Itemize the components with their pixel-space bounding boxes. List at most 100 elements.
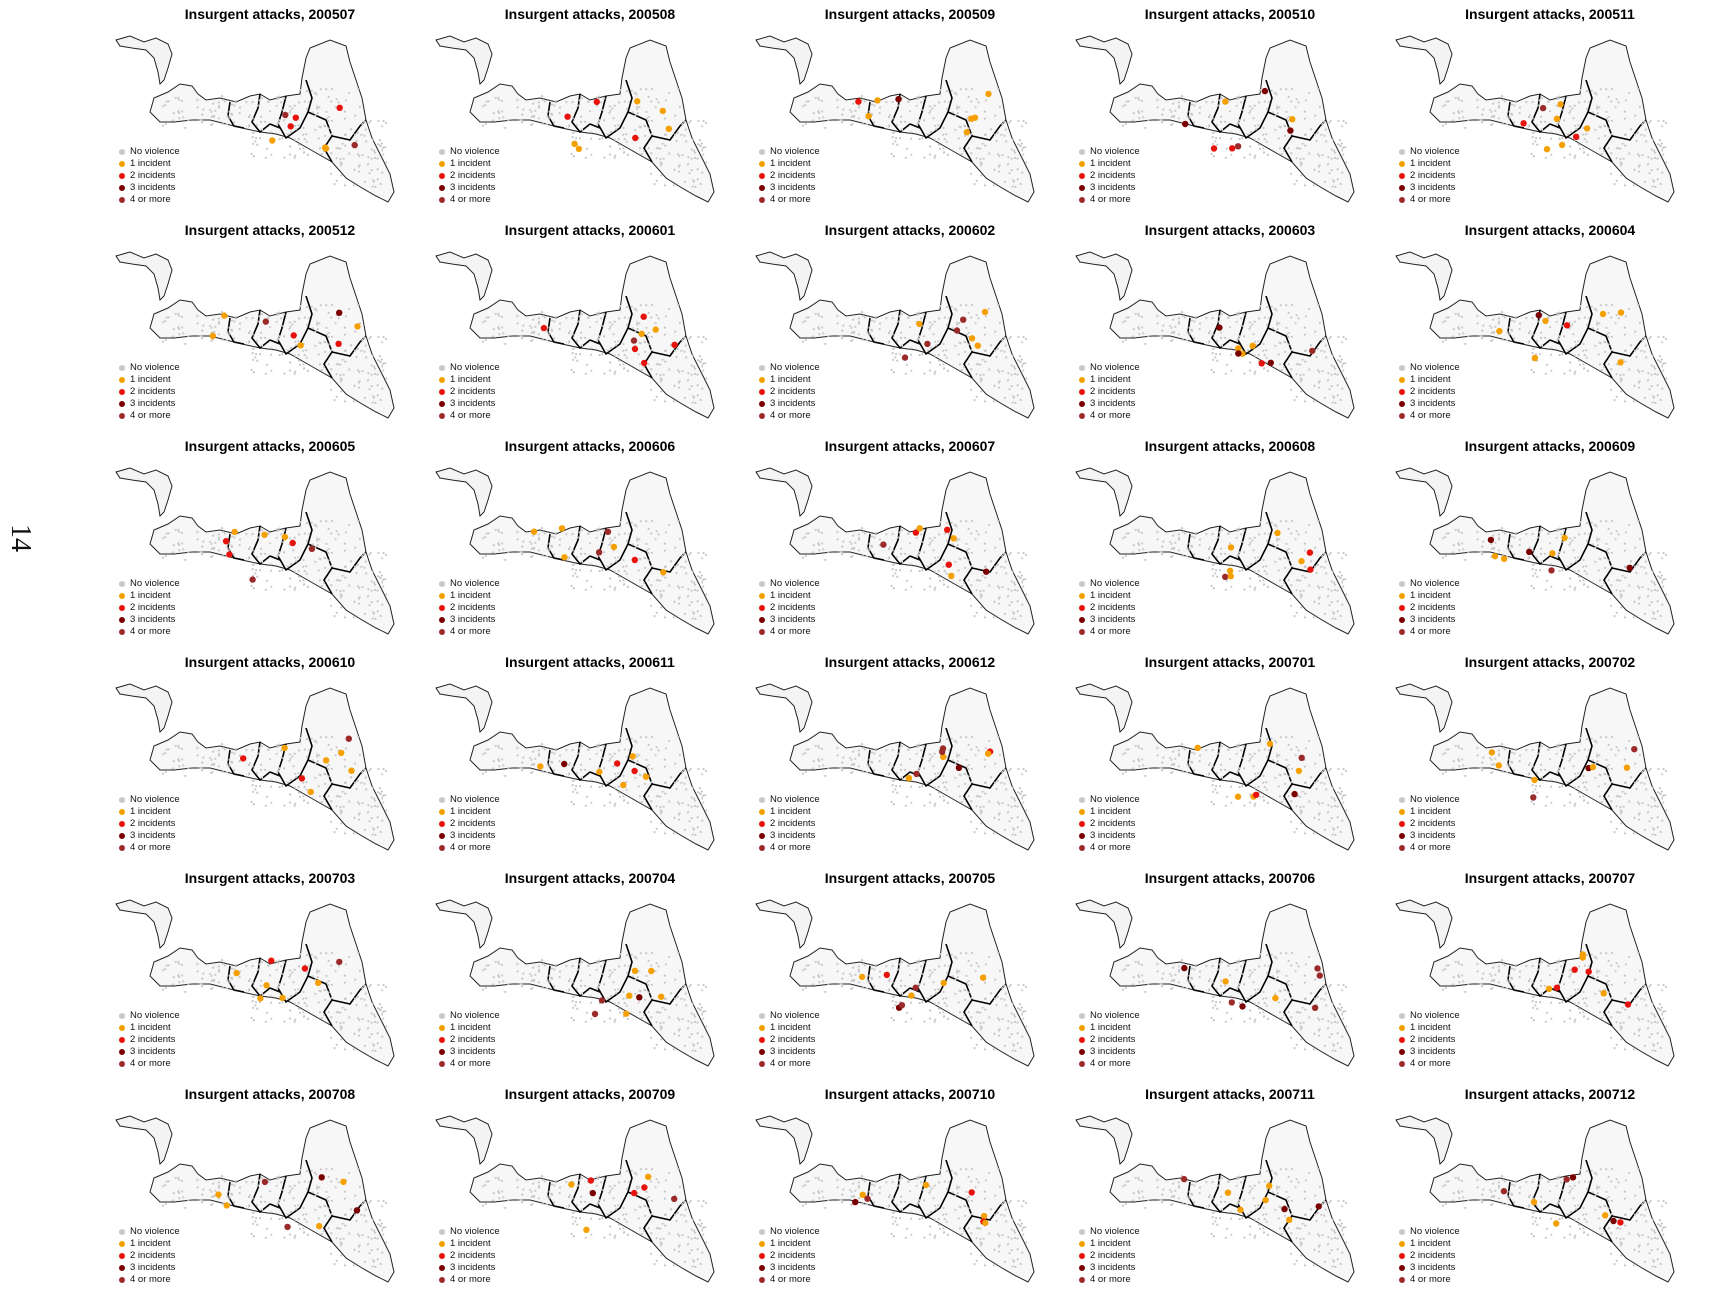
no-violence-point — [1585, 356, 1588, 359]
no-violence-point — [1235, 320, 1238, 323]
no-violence-point — [1192, 553, 1195, 556]
no-violence-point — [529, 756, 532, 759]
no-violence-point — [1573, 320, 1576, 323]
no-violence-point — [850, 542, 853, 545]
no-violence-point — [251, 136, 254, 139]
no-violence-point — [286, 349, 290, 352]
no-violence-point — [553, 320, 556, 323]
no-violence-point — [891, 142, 895, 145]
no-violence-point — [1016, 168, 1019, 171]
no-violence-point — [1172, 318, 1175, 321]
no-violence-point — [1444, 104, 1447, 107]
no-violence-point — [975, 373, 978, 376]
no-violence-point — [1193, 320, 1196, 323]
no-violence-point — [1585, 565, 1588, 568]
no-violence-point — [278, 335, 281, 338]
no-violence-point — [342, 157, 345, 160]
no-violence-point — [368, 121, 371, 124]
no-violence-point — [1295, 373, 1298, 376]
no-violence-point — [977, 578, 980, 582]
no-violence-point — [368, 553, 371, 556]
no-violence-point — [1013, 365, 1016, 368]
no-violence-point — [1287, 119, 1290, 122]
incident-point — [1235, 345, 1242, 352]
no-violence-point — [938, 101, 941, 104]
no-violence-point — [361, 585, 364, 589]
no-violence-point — [910, 585, 913, 588]
no-violence-point — [276, 771, 279, 774]
no-violence-point — [650, 388, 653, 391]
no-violence-point — [534, 325, 537, 328]
incident-point — [924, 340, 931, 348]
no-violence-point — [497, 744, 500, 747]
no-violence-point — [327, 767, 330, 770]
no-violence-point — [1556, 529, 1559, 532]
no-violence-point — [651, 551, 654, 554]
no-violence-point — [839, 550, 842, 553]
no-violence-point — [659, 590, 662, 593]
no-violence-point — [993, 168, 996, 171]
no-violence-point — [551, 319, 554, 322]
no-violence-point — [1278, 322, 1281, 325]
no-violence-point — [664, 99, 667, 102]
no-violence-point — [247, 557, 250, 560]
no-violence-point — [1290, 88, 1294, 91]
no-violence-point — [294, 772, 297, 775]
legend-label: 3 incidents — [1090, 398, 1136, 409]
incident-point — [1234, 143, 1242, 150]
no-violence-point — [970, 565, 973, 568]
northern-district-outline — [1395, 35, 1453, 86]
no-violence-point — [1451, 119, 1454, 122]
no-violence-point — [294, 370, 297, 373]
no-violence-point — [1607, 559, 1610, 562]
no-violence-point — [220, 95, 224, 98]
no-violence-point — [374, 156, 377, 160]
no-violence-point — [330, 781, 333, 784]
no-violence-point — [303, 532, 307, 535]
no-violence-point — [318, 322, 321, 325]
no-violence-point — [1336, 600, 1339, 603]
no-violence-point — [1333, 151, 1337, 154]
incident-point — [1222, 98, 1229, 105]
no-violence-point — [967, 311, 970, 314]
legend-dot-icon — [1399, 149, 1405, 155]
no-violence-point — [362, 120, 365, 123]
no-violence-point — [325, 88, 328, 91]
incident-point — [640, 313, 647, 320]
no-violence-point — [1180, 527, 1184, 530]
no-violence-point — [378, 787, 381, 790]
no-violence-point — [575, 124, 579, 127]
no-violence-point — [933, 104, 936, 107]
no-violence-point — [1457, 312, 1460, 315]
no-violence-point — [993, 384, 996, 387]
no-violence-point — [550, 760, 553, 763]
no-violence-point — [1278, 557, 1281, 560]
no-violence-point — [1284, 566, 1287, 569]
no-violence-point — [977, 533, 980, 536]
no-violence-point — [576, 575, 579, 578]
no-violence-point — [316, 755, 319, 758]
no-violence-point — [1161, 335, 1164, 338]
no-violence-point — [1457, 543, 1461, 546]
no-violence-point — [177, 110, 180, 113]
no-violence-point — [161, 537, 164, 540]
no-violence-point — [1290, 152, 1293, 155]
no-violence-point — [497, 327, 501, 330]
no-violence-point — [910, 563, 913, 566]
no-violence-point — [180, 99, 183, 102]
no-violence-point — [1339, 182, 1342, 185]
no-violence-point — [1287, 363, 1290, 366]
legend-item: 3 incidents — [1078, 182, 1140, 194]
no-violence-point — [645, 765, 648, 768]
no-violence-point — [1336, 143, 1340, 146]
page-number: 14 — [5, 524, 36, 552]
no-violence-point — [1290, 172, 1293, 175]
no-violence-point — [258, 315, 261, 318]
no-violence-point — [550, 112, 553, 115]
no-violence-point — [1191, 535, 1194, 538]
no-violence-point — [596, 339, 599, 342]
no-violence-point — [1492, 534, 1495, 537]
no-violence-point — [920, 101, 923, 104]
no-violence-point — [1301, 358, 1304, 361]
no-violence-point — [907, 316, 910, 320]
